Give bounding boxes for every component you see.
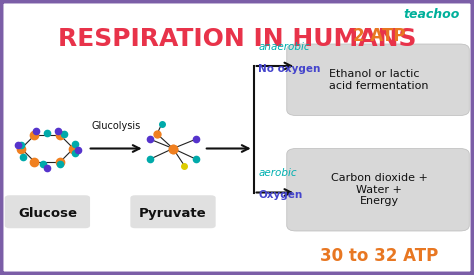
Text: aerobic: aerobic — [258, 168, 297, 178]
FancyBboxPatch shape — [130, 195, 216, 228]
Text: teachoo: teachoo — [403, 8, 460, 21]
Text: 30 to 32 ATP: 30 to 32 ATP — [320, 247, 438, 265]
Text: 2 ATP: 2 ATP — [353, 27, 405, 45]
Text: anaerobic: anaerobic — [258, 42, 310, 52]
Text: Glucose: Glucose — [18, 207, 77, 220]
Text: No oxygen: No oxygen — [258, 64, 321, 74]
FancyBboxPatch shape — [287, 148, 469, 231]
FancyBboxPatch shape — [5, 195, 90, 228]
Text: Carbon dioxide +
Water +
Energy: Carbon dioxide + Water + Energy — [331, 173, 428, 206]
Text: Pyruvate: Pyruvate — [139, 207, 207, 220]
Text: Ethanol or lactic
acid fermentation: Ethanol or lactic acid fermentation — [329, 69, 429, 90]
Text: Oxygen: Oxygen — [258, 190, 302, 200]
Text: RESPIRATION IN HUMANS: RESPIRATION IN HUMANS — [58, 28, 416, 51]
Text: Glucolysis: Glucolysis — [91, 121, 141, 131]
FancyBboxPatch shape — [287, 44, 469, 116]
